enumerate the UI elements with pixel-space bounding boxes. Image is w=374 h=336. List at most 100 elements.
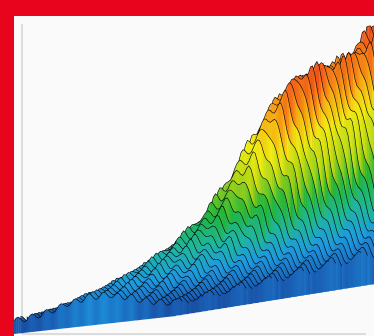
surface-strip [210,290,213,311]
surface-strip [36,317,39,332]
surface-strip [61,303,64,329]
surface-strip [65,305,68,329]
surface-strip [143,297,146,320]
surface-strip [167,304,170,317]
surface-strip [32,313,35,332]
surface-strip [124,298,127,322]
surface-strip [52,311,56,330]
surface-strip [367,243,370,286]
surface-strip [208,290,211,311]
surface-strip [20,318,23,334]
surface-strip [248,284,251,305]
surface-strip [110,297,113,324]
surface-strip [195,299,198,313]
surface-strip [128,294,131,322]
surface-strip [40,313,43,332]
surface-strip [299,266,302,297]
surface-strip [116,293,119,323]
surface-strip [24,320,27,333]
surface-strip [108,295,111,324]
surface-strip [225,291,228,309]
surface-strip [363,247,366,286]
surface-strip [102,292,105,325]
surface-strip [303,263,306,296]
surface-strip [307,270,311,295]
surface-strip [261,279,264,303]
surface-strip [173,299,176,317]
surface-strip [55,308,58,330]
surface-strip [250,287,253,304]
surface-strip [114,293,117,323]
surface-strip [112,295,115,324]
surface-strip [151,302,154,319]
surface-strip [93,298,97,326]
surface-strip [134,297,138,321]
surface-strip [278,272,281,300]
surface-strip [130,294,133,322]
surface-strip [57,305,60,330]
surface-strip [77,299,80,327]
surface-strip [163,301,166,318]
surface-strip [83,297,86,327]
surface-strip [218,294,221,310]
surface-strip [240,282,243,306]
surface-strip [271,273,275,301]
surface-strip [220,291,223,309]
surface-strip [48,310,51,331]
surface-strip [329,257,332,292]
surface-strip [369,248,372,285]
surface-strip [342,255,345,290]
surface-strip [276,277,279,300]
surface-strip [169,301,172,317]
surface-strip [81,300,84,327]
surface-strip [67,305,70,329]
surface-strip [155,301,158,319]
surface-strip [69,302,72,328]
surface-strip [42,310,45,331]
surface-strip [165,304,168,318]
surface-strip [301,267,304,296]
surface-strip [333,258,336,291]
surface-strip [59,303,62,329]
surface-strip [335,253,338,291]
surface-strip [242,282,245,306]
surface-strip [145,297,148,320]
surface-strip [227,291,230,308]
surface-strip [344,260,347,289]
surface-strip [201,293,204,312]
surface-strip [137,300,140,321]
surface-strip [359,251,362,287]
surface-strip [325,261,328,292]
surface-strip [214,288,217,310]
surface-strip [297,266,300,297]
surface-strip [50,312,53,330]
surface-strip [252,283,255,304]
surface-strip [126,296,129,322]
surface-strip [254,285,257,304]
surface-strip [89,293,92,326]
surface-strip [259,282,262,303]
series-line [14,291,177,323]
surface-strip [346,262,349,289]
surface-strip [106,293,109,324]
surface-strip [157,299,160,319]
surface-strip [361,247,364,287]
surface-strip [233,285,236,307]
surface-strip [71,299,74,328]
surface-strip [85,294,88,327]
surface-strip [46,309,49,331]
surface-strip [357,251,360,287]
surface-strip [235,284,238,307]
surface-strip [104,292,107,324]
surface-strip [122,298,125,322]
surface-strip [197,296,200,313]
surface-strip [147,297,150,320]
surface-strip [38,316,41,332]
surface-strip [316,267,319,294]
surface-strip [312,268,315,294]
surface-strip [350,258,353,288]
surface-strip [100,292,103,325]
surface-strip [256,283,259,303]
surface-strip [305,265,308,296]
